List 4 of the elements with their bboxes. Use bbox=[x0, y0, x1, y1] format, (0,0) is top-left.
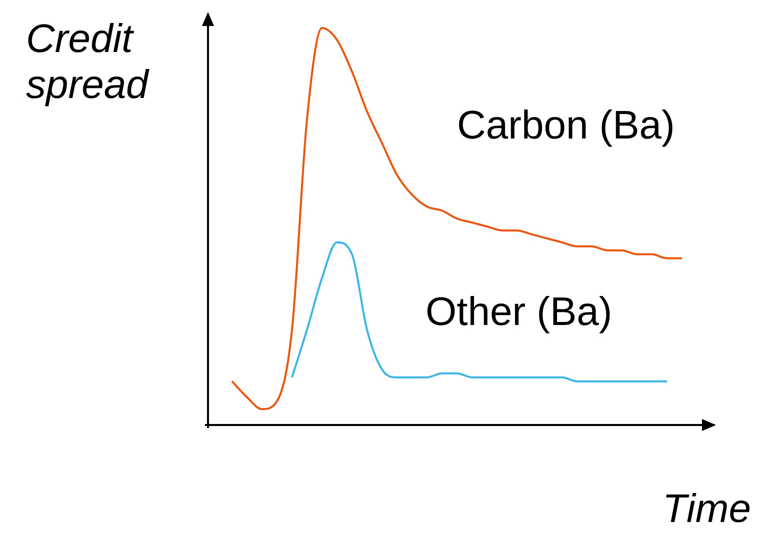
series-label: Other (Ba) bbox=[426, 290, 612, 334]
series-label: Carbon (Ba) bbox=[457, 103, 675, 148]
x-axis-title: Time bbox=[662, 486, 751, 532]
y-axis-title: Credit spread bbox=[26, 16, 150, 108]
